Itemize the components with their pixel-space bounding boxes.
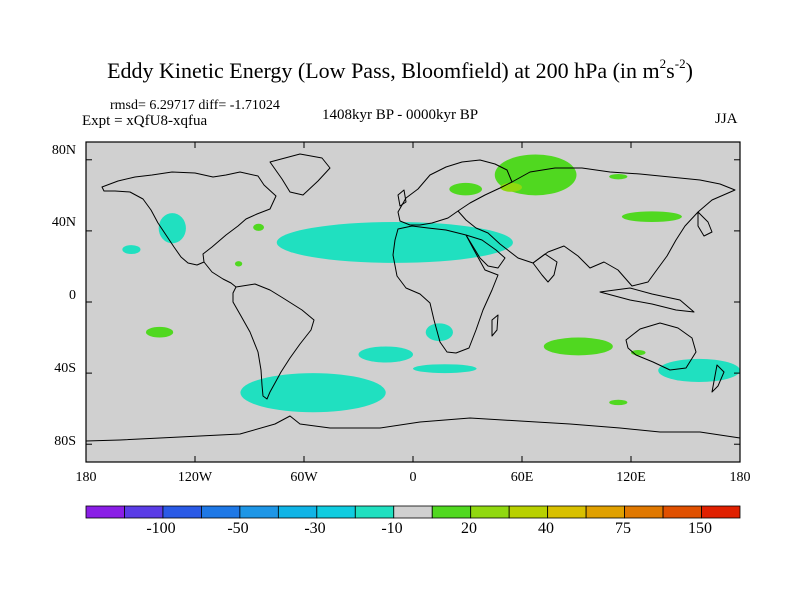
lon-label-120w: 120W <box>177 470 213 485</box>
colorbar-swatch <box>547 505 587 519</box>
anomaly-region-ne-pacific <box>158 213 186 244</box>
lon-label-180w: 180 <box>75 470 97 485</box>
anomaly-region-ne-china-japan <box>621 211 682 223</box>
lat-label-80s: 80S <box>54 434 76 449</box>
season-label: JJA <box>715 111 738 127</box>
lon-label-120e: 120E <box>616 470 646 485</box>
coast-antarctica <box>85 415 741 442</box>
coast-japan <box>697 211 713 237</box>
anomaly-region-central-pacific <box>122 245 141 254</box>
colorbar-swatch <box>124 505 164 519</box>
anomaly-region-south-pacific-subtropics <box>145 326 174 338</box>
figure-title: Eddy Kinetic Energy (Low Pass, Bloomfiel… <box>107 56 693 83</box>
lon-label-60e: 60E <box>510 470 534 485</box>
colorbar-swatch <box>470 505 510 519</box>
coast-asia <box>457 167 736 287</box>
coast-africa <box>392 225 499 354</box>
colorbar-swatch <box>624 505 664 519</box>
anomaly-region-southern-ocean-drake-passage <box>240 373 386 413</box>
colorbar-swatch <box>277 505 318 519</box>
colorbar-label-minus-10: -10 <box>381 520 403 537</box>
coast-new-zealand <box>711 364 725 393</box>
colorbar-swatch <box>85 505 125 519</box>
coast-north-america <box>101 171 277 266</box>
anomaly-region-se-atlantic <box>425 323 453 342</box>
colorbar-label-20: 20 <box>461 520 477 537</box>
anomaly-region-australia-tasman <box>658 358 740 383</box>
period-label: 1408kyr BP - 0000kyr BP <box>322 107 479 123</box>
lat-label-80n: 80N <box>51 143 76 158</box>
coast-uk <box>397 189 407 207</box>
coast-south-america <box>232 283 315 400</box>
anomaly-region-indian-ocean <box>543 337 613 356</box>
colorbar <box>85 505 741 519</box>
colorbar-swatch <box>201 505 241 519</box>
coast-madagascar <box>491 314 499 337</box>
colorbar-label-minus-100: -100 <box>146 520 176 537</box>
anomaly-region-ne-siberia <box>609 174 628 180</box>
experiment-label: Expt = xQfU8-xqfua <box>82 113 208 129</box>
colorbar-swatch <box>316 505 356 519</box>
anomaly-region-siberia-core <box>500 182 522 192</box>
colorbar-swatch <box>508 505 549 519</box>
coast-greenland <box>269 153 331 196</box>
colorbar-label-40: 40 <box>538 520 554 537</box>
colorbar-swatch <box>354 505 395 519</box>
colorbar-label-minus-50: -50 <box>227 520 249 537</box>
coast-maritime <box>599 287 695 313</box>
stats-label: rmsd= 6.29717 diff= -1.71024 <box>110 98 280 113</box>
lat-label-40s: 40S <box>54 361 76 376</box>
colorbar-swatch <box>239 505 279 519</box>
colorbar-swatch <box>162 505 202 519</box>
anomaly-region-south-atlantic <box>358 346 413 363</box>
colorbar-swatch <box>662 505 702 519</box>
colorbar-swatch <box>585 505 625 519</box>
lon-label-0: 0 <box>409 470 417 485</box>
anomaly-region-scandinavia <box>449 182 483 196</box>
anomaly-region-great-lakes <box>253 223 265 231</box>
colorbar-label-75: 75 <box>615 520 631 537</box>
lat-label-0: 0 <box>69 288 76 303</box>
coast-central-america <box>203 261 237 288</box>
anomaly-region-gulf-of-mexico <box>234 261 243 267</box>
coast-australia <box>625 322 697 371</box>
colorbar-label-minus-30: -30 <box>304 520 326 537</box>
coast-arabia <box>465 234 506 269</box>
axis-ticks <box>85 142 741 462</box>
lat-label-40n: 40N <box>51 215 76 230</box>
map-background <box>86 142 740 462</box>
coast-europe <box>397 159 513 226</box>
anomaly-region-southern-ocean-s-africa <box>413 364 477 374</box>
map-plot-area <box>85 141 741 463</box>
colorbar-swatch <box>431 505 472 519</box>
anomaly-region-southern-ocean-south-of-australia <box>609 399 628 406</box>
lon-label-180e: 180 <box>729 470 751 485</box>
lon-label-60w: 60W <box>290 470 318 485</box>
coast-india <box>532 253 558 283</box>
colorbar-swatch <box>393 505 433 519</box>
colorbar-swatch <box>701 505 741 519</box>
coastlines <box>85 153 741 442</box>
colorbar-label-150: 150 <box>688 520 712 537</box>
